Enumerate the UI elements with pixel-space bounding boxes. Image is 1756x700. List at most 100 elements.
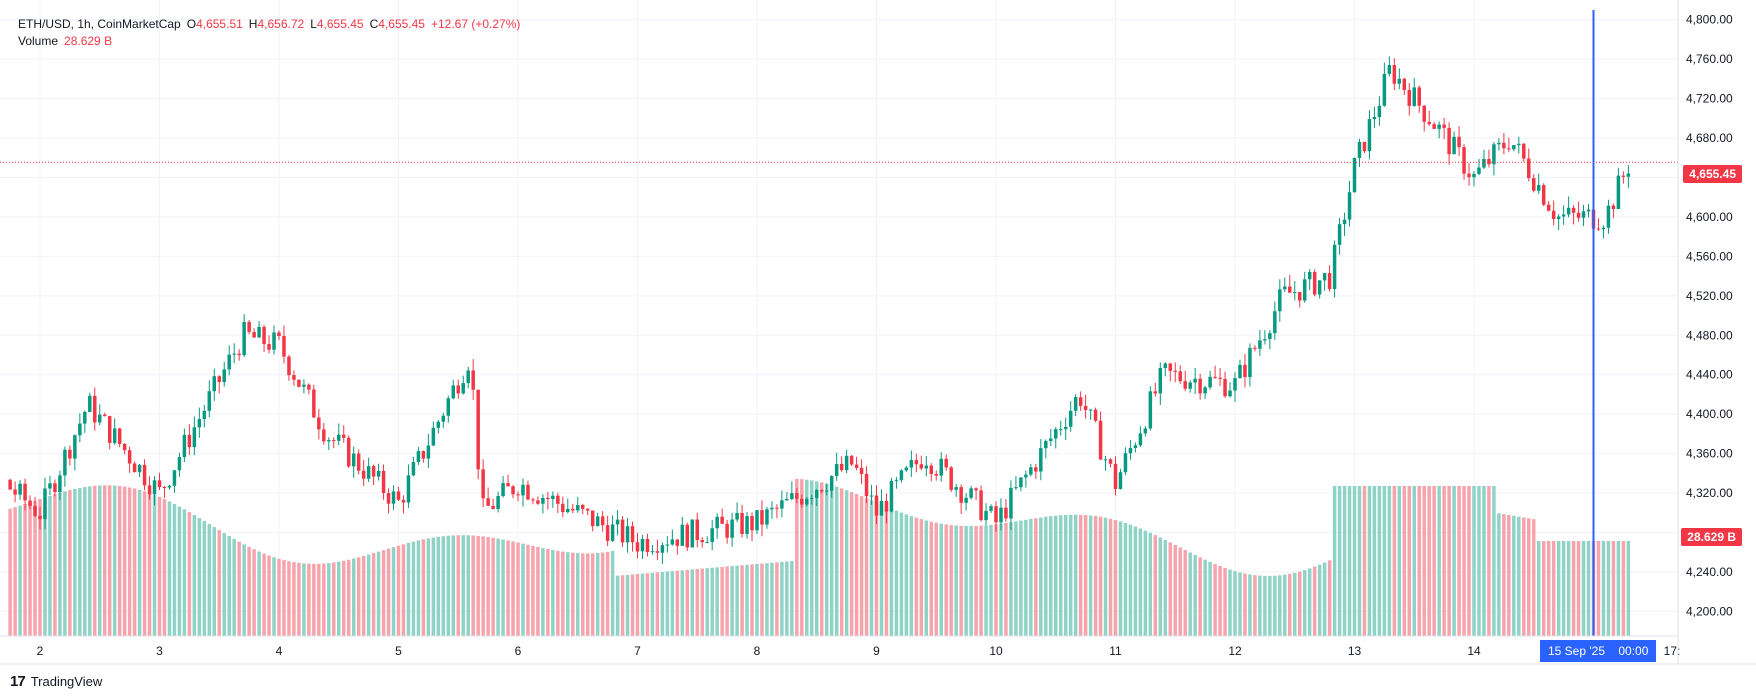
volume-bar <box>307 563 311 636</box>
volume-bar <box>506 540 510 636</box>
volume-bar <box>242 544 246 636</box>
volume-bar <box>730 566 734 636</box>
legend-close-label: C <box>369 17 379 31</box>
volume-bar <box>48 495 52 636</box>
candle-body <box>1487 158 1491 165</box>
candle-body <box>1586 209 1591 212</box>
volume-bar <box>964 525 968 636</box>
candle-body <box>551 495 555 500</box>
volume-bar <box>854 494 859 636</box>
candle-body <box>1546 204 1551 211</box>
candle-body <box>53 483 57 492</box>
candle-body <box>1153 391 1158 394</box>
candle-body <box>595 516 600 527</box>
candle-body <box>441 415 446 422</box>
volume-bar <box>670 571 675 636</box>
volume-bar <box>1407 486 1412 636</box>
candle-body <box>1556 216 1561 220</box>
candle-body <box>770 507 774 510</box>
candle-body <box>620 519 625 543</box>
candle-body <box>33 505 37 516</box>
volume-bar <box>1034 518 1038 636</box>
volume-bar <box>222 533 226 636</box>
volume-bar <box>18 505 22 636</box>
volume-bar <box>620 575 625 636</box>
candle-body <box>1004 507 1008 519</box>
candle-body <box>1397 78 1402 84</box>
volume-bar <box>322 563 326 636</box>
volume-bar <box>192 515 197 636</box>
legend-volume-label[interactable]: Volume <box>18 34 59 48</box>
volume-bar <box>257 551 261 636</box>
volume-bar <box>615 575 620 636</box>
candle-body <box>167 485 172 488</box>
volume-bar <box>1556 541 1561 636</box>
volume-bar <box>337 561 341 636</box>
candle-body <box>1626 173 1631 177</box>
volume-bar <box>1616 541 1621 636</box>
volume-bar <box>33 500 37 636</box>
volume-bar <box>1561 541 1566 636</box>
volume-bar <box>1163 539 1168 636</box>
candle-body <box>1208 376 1212 388</box>
volume-bar <box>1273 575 1277 636</box>
volume-bar <box>1233 571 1237 636</box>
y-tick-label: 4,400.00 <box>1686 407 1733 421</box>
volume-bar <box>645 573 650 636</box>
volume-bar <box>1482 486 1486 636</box>
candle-body <box>1317 280 1322 295</box>
candle-body <box>800 498 804 505</box>
candle-body <box>58 475 62 492</box>
candle-body <box>899 470 904 481</box>
candle-body <box>874 495 879 516</box>
candle-body <box>1442 124 1446 128</box>
candle-body <box>38 515 42 520</box>
candle-body <box>1551 210 1556 220</box>
volume-bar <box>401 544 406 636</box>
volume-bar <box>232 538 236 636</box>
legend-open: 4,655.51 <box>196 17 243 31</box>
volume-bar <box>1492 486 1496 636</box>
legend-symbol[interactable]: ETH/USD, 1h, CoinMarketCap <box>18 17 181 31</box>
volume-bar <box>1118 521 1123 636</box>
candle-body <box>481 469 485 499</box>
volume-bar <box>1342 486 1347 636</box>
volume-bar <box>536 547 540 636</box>
volume-bar <box>1113 520 1118 636</box>
volume-bar <box>391 547 396 636</box>
tradingview-brand[interactable]: 17 TradingView <box>10 673 102 690</box>
volume-bar <box>994 524 998 636</box>
volume-bar <box>1377 486 1382 636</box>
candle-body <box>1019 477 1023 488</box>
volume-bar <box>1367 486 1372 636</box>
candle-body <box>1347 192 1352 220</box>
volume-bar <box>277 558 281 636</box>
candle-body <box>571 508 575 511</box>
candle-body <box>1566 207 1571 215</box>
candle-body <box>142 464 147 486</box>
candle-body <box>272 332 276 350</box>
candle-body <box>207 391 212 411</box>
volume-bar <box>1183 550 1187 636</box>
volume-bar <box>182 509 187 636</box>
candle-body <box>1507 148 1511 150</box>
volume-bar <box>496 538 500 636</box>
candle-body <box>1014 487 1018 489</box>
candle-body <box>222 369 226 382</box>
candle-body <box>994 506 998 523</box>
volume-bar <box>1412 486 1416 636</box>
volume-bar <box>1039 517 1043 636</box>
candle-body <box>411 462 416 476</box>
candle-body <box>317 417 321 430</box>
volume-bar <box>1551 541 1556 636</box>
volume-bar <box>1173 544 1177 636</box>
volume-bar <box>38 499 42 636</box>
candle-body <box>1352 157 1357 193</box>
volume-bar <box>162 499 167 636</box>
volume-bar <box>1532 519 1536 636</box>
y-tick-label: 4,520.00 <box>1686 289 1733 303</box>
candle-body <box>914 460 919 465</box>
volume-bar <box>705 568 709 636</box>
candle-body <box>451 385 456 399</box>
